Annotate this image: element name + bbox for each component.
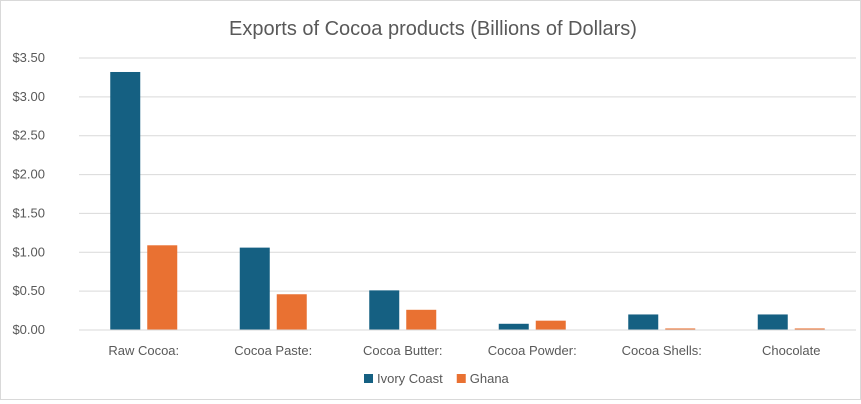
- x-tick-label: Chocolate: [762, 343, 821, 358]
- x-tick-label: Cocoa Paste:: [234, 343, 312, 358]
- chart-title: Exports of Cocoa products (Billions of D…: [229, 18, 637, 40]
- legend-swatch: [364, 374, 373, 383]
- y-tick-label: $3.00: [12, 89, 45, 104]
- y-axis-labels: $0.00 $0.50 $1.00 $1.50 $2.00 $2.50 $3.00 $3.50: [12, 50, 45, 337]
- legend-label: Ivory Coast: [377, 371, 443, 386]
- bar: [276, 294, 307, 330]
- bar: [147, 245, 178, 330]
- gridlines: [79, 57, 856, 292]
- bar: [757, 314, 788, 330]
- bar: [498, 323, 529, 330]
- x-tick-label: Cocoa Shells:: [622, 343, 702, 358]
- bar: [665, 328, 696, 330]
- bar: [110, 71, 141, 330]
- bar: [369, 290, 400, 330]
- bar: [239, 247, 270, 330]
- y-tick-label: $2.50: [12, 128, 45, 143]
- x-tick-label: Cocoa Powder:: [488, 343, 577, 358]
- bar: [406, 309, 437, 330]
- y-tick-label: $2.00: [12, 167, 45, 182]
- y-tick-label: $1.50: [12, 205, 45, 220]
- bar: [535, 320, 566, 330]
- bar: [628, 314, 659, 330]
- x-axis-labels: Raw Cocoa: Cocoa Paste: Cocoa Butter: Cocoa…: [108, 343, 820, 358]
- y-tick-label: $0.50: [12, 283, 45, 298]
- bar: [794, 328, 825, 330]
- y-tick-label: $1.00: [12, 244, 45, 259]
- bars: [110, 71, 825, 330]
- y-tick-label: $0.00: [12, 322, 45, 337]
- x-tick-label: Raw Cocoa:: [108, 343, 179, 358]
- legend: Ivory Coast Ghana: [364, 371, 510, 386]
- y-tick-label: $3.50: [12, 50, 45, 65]
- x-tick-label: Cocoa Butter:: [363, 343, 443, 358]
- legend-swatch: [456, 374, 466, 383]
- legend-label: Ghana: [470, 371, 510, 386]
